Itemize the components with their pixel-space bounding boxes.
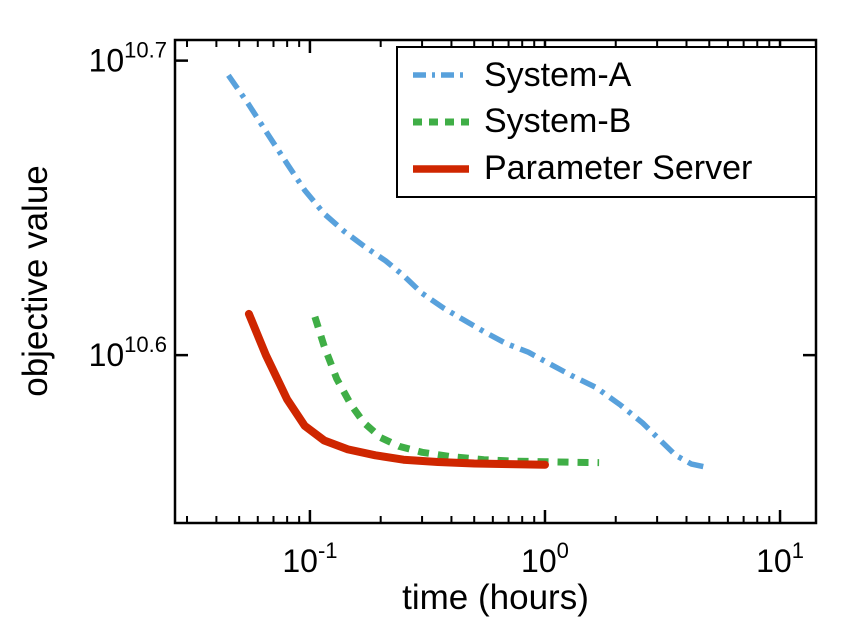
parameter-server-line-sample	[413, 164, 469, 173]
y-axis-label: objective value	[16, 165, 55, 397]
svg-text:1010.6: 1010.6	[89, 332, 167, 373]
system-b-line-sample	[413, 118, 469, 126]
svg-text:100: 100	[521, 538, 569, 579]
legend: System-A System-B Parameter Server	[396, 46, 817, 198]
legend-label-parameter-server: Parameter Server	[484, 149, 753, 188]
svg-text:101: 101	[756, 538, 804, 579]
svg-text:1010.7: 1010.7	[89, 38, 167, 79]
svg-text:10-1: 10-1	[282, 538, 337, 579]
legend-label-system-a: System-A	[484, 55, 632, 94]
legend-item-system-b: System-B	[410, 102, 811, 141]
system-a-line-sample	[413, 72, 469, 79]
legend-item-system-a: System-A	[410, 56, 811, 95]
legend-item-parameter-server: Parameter Server	[410, 149, 811, 188]
x-axis-label: time (hours)	[402, 578, 589, 617]
legend-label-system-b: System-B	[484, 102, 632, 141]
